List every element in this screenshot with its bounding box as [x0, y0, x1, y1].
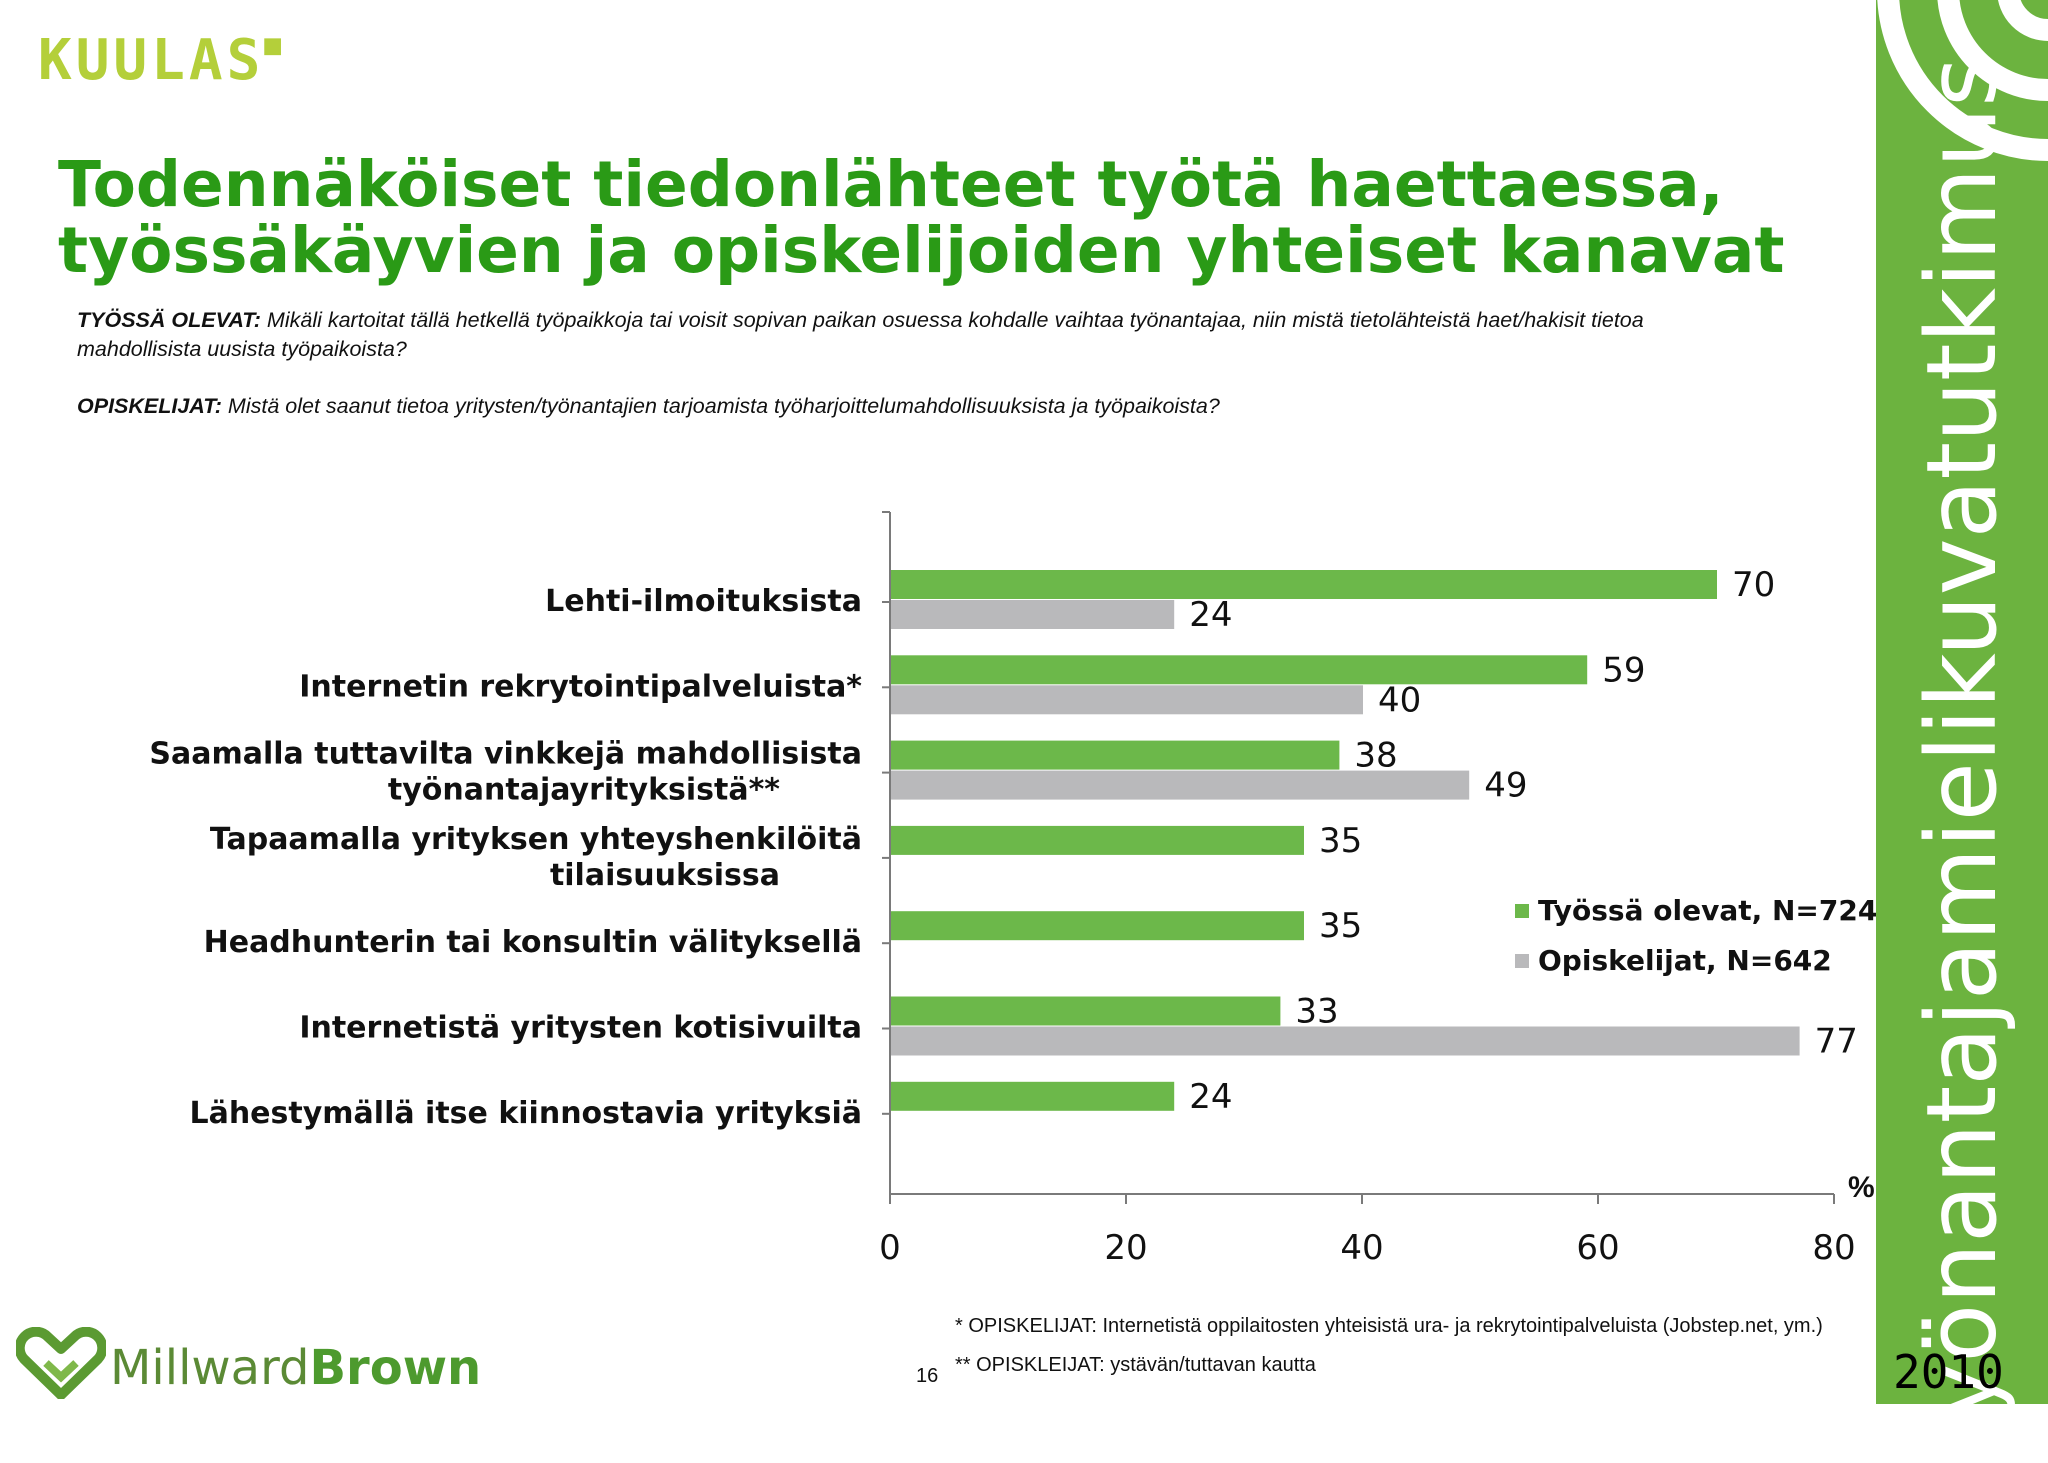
- legend-label: Opiskelijat, N=642: [1538, 944, 1832, 977]
- kuulas-logo: KUULAS■: [38, 28, 286, 93]
- bar-employed: [891, 911, 1304, 941]
- question-employed: TYÖSSÄ OLEVAT: Mikäli kartoitat tällä he…: [77, 306, 1697, 364]
- category-label: tilaisuuksissa: [550, 858, 780, 893]
- category-label: Lehti-ilmoituksista: [545, 584, 862, 619]
- question-employed-text: Mikäli kartoitat tällä hetkellä työpaikk…: [77, 308, 1644, 361]
- side-title: Työnantajamielikuvatutkimus: [1906, 56, 2018, 1463]
- legend-swatch: [1515, 954, 1529, 968]
- data-label: 77: [1815, 1022, 1858, 1062]
- question-students-text: Mistä olet saanut tietoa yritysten/työna…: [221, 394, 1220, 418]
- unit-label: %: [1848, 1171, 1875, 1204]
- bar-employed: [891, 740, 1340, 770]
- category-label: Lähestymällä itse kiinnostavia yrityksiä: [189, 1096, 862, 1131]
- question-employed-label: TYÖSSÄ OLEVAT:: [77, 308, 261, 332]
- footnote-2: ** OPISKLEIJAT: ystävän/tuttavan kautta: [955, 1354, 1316, 1376]
- title-line-1: Todennäköiset tiedonlähteet työtä haetta…: [58, 148, 1724, 221]
- bar-employed: [891, 825, 1304, 855]
- bar-students: [891, 770, 1470, 800]
- page-number: 16: [916, 1365, 939, 1387]
- data-label: 70: [1732, 565, 1775, 605]
- bar-employed: [891, 1081, 1175, 1111]
- data-label: 35: [1319, 906, 1362, 946]
- bar-employed: [891, 570, 1717, 599]
- question-students: OPISKELIJAT: Mistä olet saanut tietoa yr…: [77, 392, 1697, 421]
- bar-employed: [891, 655, 1588, 685]
- millward-brown-logo-icon: [16, 1327, 106, 1399]
- bar-students: [891, 685, 1363, 715]
- x-tick-label: 80: [1812, 1228, 1855, 1268]
- category-label: työnantajayrityksistä**: [388, 773, 780, 808]
- data-label: 24: [1189, 1077, 1232, 1117]
- category-label: Internetin rekrytointipalveluista*: [299, 669, 862, 704]
- category-label: Tapaamalla yrityksen yhteyshenkilöitä: [210, 822, 862, 857]
- year-label: 2010: [1893, 1345, 2004, 1399]
- data-label: 59: [1602, 650, 1645, 690]
- data-label: 35: [1319, 821, 1362, 861]
- bar-chart: 0 20 40 60 80% Lehti-ilmoituksista 70 24 Interne…: [149, 511, 1876, 1268]
- category-label: Headhunterin tai konsultin välityksellä: [204, 925, 862, 960]
- x-tick-label: 60: [1576, 1228, 1619, 1268]
- question-students-label: OPISKELIJAT:: [77, 394, 222, 418]
- title-line-2: työssäkäyvien ja opiskelijoiden yhteiset…: [58, 214, 1785, 287]
- bar-students: [891, 1026, 1800, 1056]
- bar-students: [891, 600, 1175, 629]
- x-tick-label: 20: [1104, 1228, 1147, 1268]
- category-label: Saamalla tuttavilta vinkkejä mahdollisis…: [149, 737, 862, 772]
- side-band: [1876, 0, 2048, 1404]
- millward-brown-brand: MillwardBrown: [110, 1340, 482, 1396]
- legend-label: Työssä olevat, N=724: [1538, 894, 1876, 927]
- footnote-1: * OPISKELIJAT: Internetistä oppilaitoste…: [955, 1315, 1823, 1337]
- x-tick-label: 40: [1340, 1228, 1383, 1268]
- data-label: 33: [1295, 992, 1338, 1032]
- category-label: Internetistä yritysten kotisivuilta: [299, 1011, 862, 1046]
- data-label: 24: [1189, 595, 1232, 635]
- data-label: 49: [1484, 766, 1527, 806]
- page-title: Todennäköiset tiedonlähteet työtä haetta…: [58, 152, 1838, 284]
- data-label: 38: [1354, 736, 1397, 776]
- data-label: 40: [1378, 680, 1421, 720]
- legend-swatch: [1515, 904, 1529, 918]
- x-tick-label: 0: [879, 1228, 901, 1268]
- bar-employed: [891, 996, 1281, 1026]
